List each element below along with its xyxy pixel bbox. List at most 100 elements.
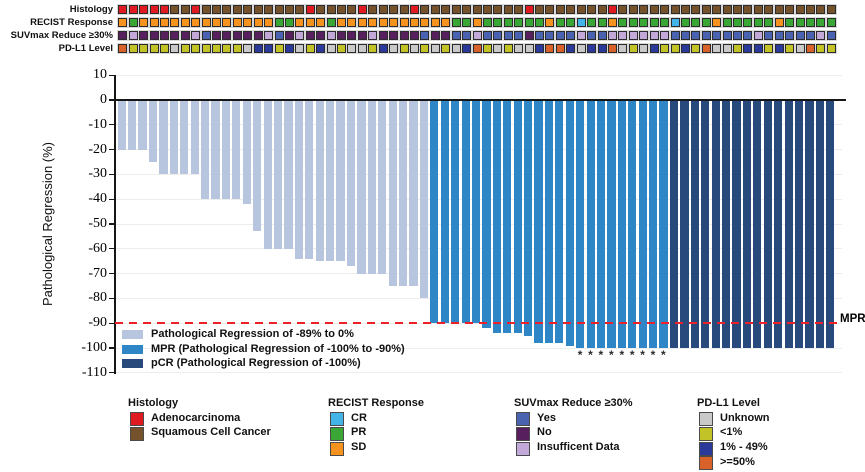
track-square xyxy=(451,44,461,53)
track-square xyxy=(441,18,451,27)
bar-mpr xyxy=(492,100,501,334)
track-square xyxy=(722,18,732,27)
track-square xyxy=(753,44,763,53)
bar-pcr xyxy=(680,100,689,348)
bar-mpr xyxy=(482,100,491,329)
significance-asterisk: * xyxy=(598,348,604,362)
track-square xyxy=(430,18,440,27)
track-square xyxy=(587,5,597,14)
track-square xyxy=(503,31,513,40)
track-square xyxy=(399,5,409,14)
track-square xyxy=(420,31,430,40)
track-square xyxy=(326,18,336,27)
track-square xyxy=(347,18,357,27)
y-axis-title: Pathological Regression (%) xyxy=(40,141,55,307)
track-square xyxy=(607,18,617,27)
track-square xyxy=(691,31,701,40)
track-square xyxy=(639,5,649,14)
track-square xyxy=(118,44,128,53)
track-square xyxy=(639,31,649,40)
track-square xyxy=(326,31,336,40)
track-square xyxy=(576,18,586,27)
y-tick-mark xyxy=(109,297,115,300)
legend-swatch xyxy=(130,426,144,441)
significance-asterisk: * xyxy=(661,348,666,362)
track-square xyxy=(222,44,232,53)
track-square xyxy=(712,31,722,40)
track-square xyxy=(357,31,367,40)
legend-item-label: Adenocarcinoma xyxy=(151,411,241,424)
track-square xyxy=(701,44,711,53)
bar-mpr xyxy=(617,100,627,348)
track-square xyxy=(607,5,617,14)
track-square xyxy=(576,5,586,14)
track-square xyxy=(805,18,815,27)
track-square xyxy=(733,31,742,40)
track-square xyxy=(159,44,169,53)
track-square xyxy=(430,31,440,40)
track-square xyxy=(774,5,784,14)
legend-item-label: No xyxy=(537,426,552,439)
legend-item-label: SD xyxy=(351,441,367,454)
track-square xyxy=(680,31,690,40)
significance-asterisk: * xyxy=(577,348,583,362)
y-tick-mark xyxy=(109,198,115,200)
track-square xyxy=(472,31,482,40)
bar-pcr xyxy=(794,100,804,348)
track-square xyxy=(722,31,732,40)
track-square xyxy=(587,44,597,53)
plot-legend-swatch-regression xyxy=(122,330,143,339)
track-square xyxy=(295,31,305,40)
track-square xyxy=(482,5,492,14)
bar-mpr xyxy=(596,100,606,348)
track-square xyxy=(566,18,576,27)
track-square xyxy=(316,44,326,53)
track-square xyxy=(191,18,201,27)
track-square xyxy=(295,44,305,53)
bar-mpr xyxy=(451,100,460,324)
track-square xyxy=(295,18,305,27)
track-square xyxy=(264,31,274,40)
track-square xyxy=(451,31,461,40)
legend-swatch xyxy=(516,412,530,426)
track-square xyxy=(399,18,409,27)
plot-legend-swatch-pcr xyxy=(122,359,143,369)
bar-mpr xyxy=(628,100,637,348)
legend-swatch xyxy=(516,426,530,441)
track-square xyxy=(712,18,722,27)
track-square xyxy=(212,44,221,53)
bar-mpr xyxy=(607,100,616,348)
track-square xyxy=(493,5,503,14)
y-tick-mark xyxy=(109,248,115,250)
track-square xyxy=(826,5,836,14)
track-square xyxy=(347,31,357,40)
track-square xyxy=(326,44,336,53)
track-square xyxy=(514,44,524,53)
bar-regression xyxy=(346,100,356,267)
track-square xyxy=(587,31,597,40)
track-square xyxy=(618,31,628,40)
track-square xyxy=(201,31,211,40)
track-square xyxy=(284,18,294,27)
track-square xyxy=(128,18,138,27)
track-square xyxy=(587,18,597,27)
track-square xyxy=(660,18,669,27)
track-square xyxy=(701,18,711,27)
track-square xyxy=(597,31,607,40)
track-square xyxy=(524,18,534,27)
bar-regression xyxy=(253,100,262,232)
track-square xyxy=(389,18,399,27)
legend-swatch xyxy=(699,426,713,441)
bar-regression xyxy=(190,100,199,175)
track-square xyxy=(337,31,346,40)
track-square xyxy=(691,44,701,53)
track-label-2: RECIST Response xyxy=(30,17,113,28)
track-square xyxy=(441,44,451,53)
track-square xyxy=(566,31,576,40)
legend-swatch xyxy=(330,412,344,426)
bar-regression xyxy=(128,100,137,150)
track-square xyxy=(378,44,388,53)
track-square xyxy=(785,18,795,27)
plot-legend-label-regression: Pathological Regression of -89% to 0% xyxy=(151,328,354,340)
track-square xyxy=(191,44,201,53)
